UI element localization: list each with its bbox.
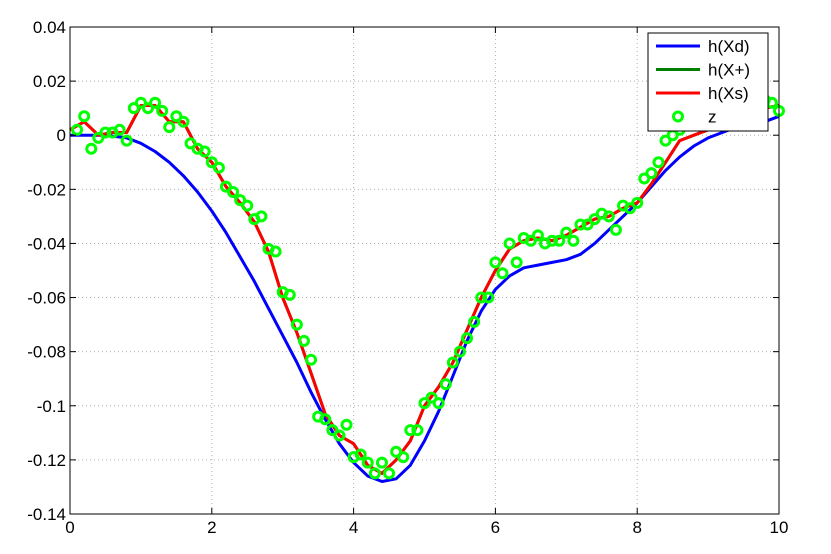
y-tick-label: -0.02 [27,180,66,199]
data-point-z [482,291,495,304]
data-point-z [609,223,622,236]
data-point-z [269,245,282,258]
data-point-z [397,451,410,464]
legend-swatch-marker [672,110,684,123]
data-point-z [461,332,474,345]
y-tick-label: 0.04 [33,18,66,37]
series-line-h-xs [69,104,780,475]
data-point-z [71,123,84,136]
data-point-z [560,226,573,239]
data-point-z [361,456,374,469]
y-tick-label: -0.08 [27,343,66,362]
data-point-z [468,315,481,328]
y-tick-label: -0.1 [37,397,66,416]
plot-area-frame [69,26,780,515]
data-point-z [510,256,523,269]
data-point-z [156,104,169,117]
legend-label: z [708,108,717,127]
data-point-z [368,467,381,480]
data-point-z [489,256,502,269]
y-tick-label: 0 [57,126,66,145]
data-point-z [227,186,240,199]
data-point-z [149,96,162,109]
data-point-z [574,218,587,231]
data-point-z [475,291,488,304]
data-point-z [340,418,353,431]
x-tick-label: 10 [770,518,789,537]
data-point-z [99,126,112,139]
data-point-z [290,318,303,331]
x-tick-label: 8 [632,518,641,537]
data-point-z [439,378,452,391]
data-point-z [446,356,459,369]
data-point-z [241,199,254,212]
y-tick-label: -0.04 [27,234,66,253]
data-point-z [631,196,644,209]
data-point-z [383,467,396,480]
data-point-z [297,334,310,347]
series-line-h-xd [70,114,780,483]
x-tick-label: 0 [65,518,74,537]
y-tick-label: -0.14 [27,505,66,524]
data-point-z [531,229,544,242]
data-point-z [496,267,509,280]
data-point-z [319,413,332,426]
data-point-z [503,237,516,250]
data-point-z [645,167,658,180]
data-point-z [78,110,91,123]
data-point-z [212,161,225,174]
legend-box [647,32,769,132]
data-point-z [283,288,296,301]
data-point-z [546,234,559,247]
data-point-z [85,142,98,155]
y-tick-label: 0.02 [33,72,66,91]
data-point-z [163,121,176,134]
y-tick-label: -0.12 [27,451,66,470]
legend-label: h(Xs) [708,84,749,103]
legend: h(Xd) h(X+) h(Xs) z [647,32,769,132]
x-tick-label: 6 [491,518,500,537]
data-point-z [177,115,190,128]
data-point-z [255,210,268,223]
data-point-z [432,397,445,410]
data-point-z [113,123,126,136]
data-point-z [567,234,580,247]
legend-label: h(Xd) [708,37,750,56]
data-point-z [652,156,665,169]
x-tick-label: 4 [349,518,358,537]
data-point-z [375,456,388,469]
data-point-z [602,210,615,223]
y-tick-label: -0.06 [27,289,66,308]
data-point-z [453,345,466,358]
data-point-z [198,145,211,158]
data-point-z [553,234,566,247]
data-point-z [354,448,367,461]
data-point-z [120,134,133,147]
data-point-z [404,424,417,437]
data-point-z [411,424,424,437]
axes: 0 2 4 6 8 10 0.04 0.02 0 -0.02 -0.04 -0.06 -0.08 -0.1… [27,18,788,537]
legend-label: h(X+) [708,61,750,80]
x-tick-label: 2 [207,518,216,537]
data-point-z [305,353,318,366]
data-point-z [333,429,346,442]
